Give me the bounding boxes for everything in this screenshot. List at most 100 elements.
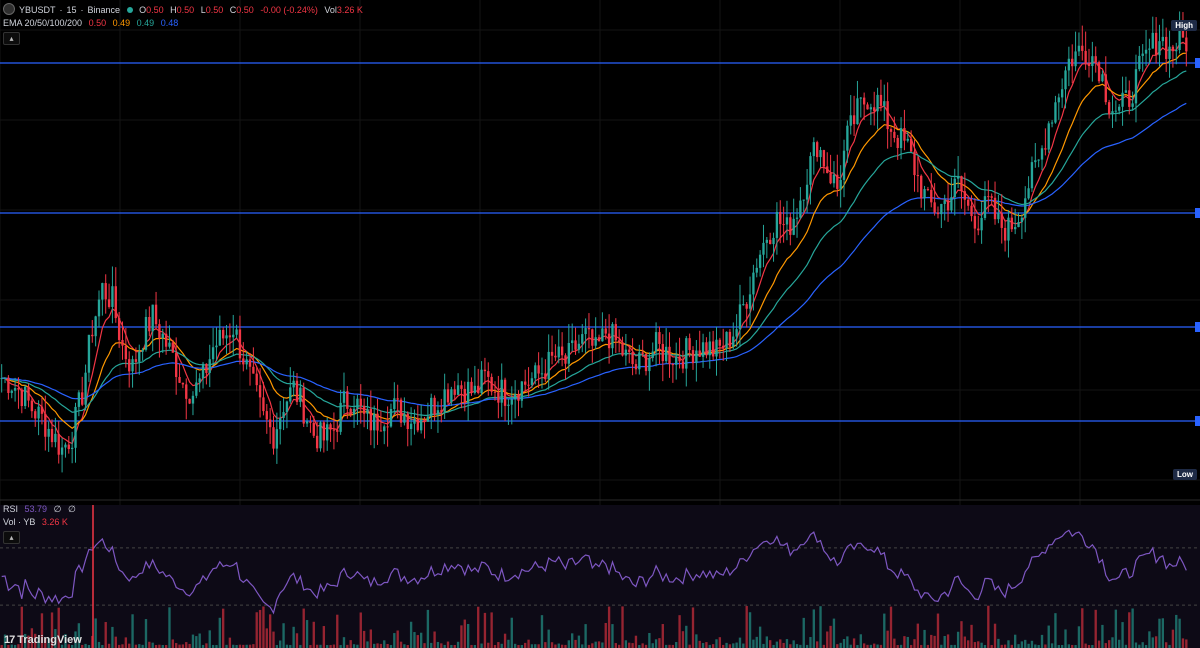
volume-bar <box>889 606 893 648</box>
candle-body <box>698 350 701 357</box>
rsi-background <box>0 505 1200 648</box>
rsi-value: 53.79 <box>24 504 48 514</box>
volume-label[interactable]: Vol · YB <box>3 517 36 527</box>
candle-body <box>289 387 292 402</box>
candle-body <box>691 350 695 364</box>
collapse-indicators-button[interactable]: ▴ <box>3 531 20 544</box>
volume-bar <box>255 612 258 648</box>
ema-label[interactable]: EMA 20/50/100/200 <box>3 18 83 28</box>
candle-body <box>1148 48 1151 50</box>
candle-body <box>970 205 973 217</box>
volume-bar <box>1054 613 1057 648</box>
candle-body <box>567 343 571 364</box>
ema-200-line <box>1 102 1187 407</box>
candle-body <box>262 397 265 412</box>
candle-body <box>641 352 644 354</box>
symbol-legend[interactable]: YBUSDT · 15 · Binance O0.50 H0.50 L0.50 C0.5… <box>3 3 367 16</box>
candle-body <box>1134 69 1138 104</box>
candle-body <box>735 329 738 337</box>
candle-body <box>993 197 997 220</box>
candle-body <box>842 150 846 180</box>
level-handle-1[interactable] <box>1195 58 1200 68</box>
collapse-legend-button[interactable]: ▴ <box>3 32 20 45</box>
level-handle-2[interactable] <box>1195 208 1200 218</box>
candle-body <box>483 369 487 372</box>
rsi-legend[interactable]: RSI 53.79 ∅ ∅ <box>3 503 80 515</box>
candle-body <box>265 411 268 420</box>
candle-body <box>450 389 453 403</box>
volume-bar <box>678 615 681 648</box>
high-label: High <box>1171 20 1197 31</box>
candle-body <box>211 347 215 360</box>
candle-body <box>584 328 587 335</box>
volume-bar <box>1064 629 1067 648</box>
volume-bar <box>104 622 107 648</box>
candle-body <box>560 346 564 356</box>
rsi-label[interactable]: RSI <box>3 504 19 514</box>
candle-body <box>54 433 57 443</box>
candle-body <box>362 405 366 414</box>
candle-body <box>131 359 134 372</box>
volume-bar <box>920 644 923 648</box>
level-handle-4[interactable] <box>1195 416 1200 426</box>
candle-body <box>419 419 423 431</box>
volume-bar <box>866 644 869 648</box>
candle-body <box>470 381 473 393</box>
volume-bar <box>795 644 799 648</box>
volume-bar <box>114 636 117 648</box>
volume-bar <box>40 613 44 648</box>
candle-body <box>648 357 651 372</box>
volume-bar <box>913 639 916 648</box>
tradingview-watermark[interactable]: 17 TradingView <box>4 634 82 646</box>
candle-body <box>433 397 436 415</box>
volume-bar <box>732 643 735 648</box>
volume-bar <box>238 644 242 648</box>
candle-body <box>621 342 624 356</box>
volume-bar <box>977 641 980 648</box>
volume-legend[interactable]: Vol · YB 3.26 K <box>3 516 72 528</box>
volume-bar <box>772 644 775 648</box>
horizontal-levels <box>0 62 1200 422</box>
volume-bar <box>507 639 510 648</box>
candle-body <box>164 333 168 347</box>
volume-bar <box>903 636 906 648</box>
candle-body <box>1185 37 1188 52</box>
volume-bar <box>198 633 201 648</box>
ema-legend[interactable]: EMA 20/50/100/200 0.50 0.49 0.49 0.48 <box>3 17 182 29</box>
candle-body <box>47 428 50 437</box>
volume-bar <box>621 606 624 648</box>
volume-bar <box>550 642 554 648</box>
candle-body <box>1013 227 1017 230</box>
interval[interactable]: 15 <box>66 5 77 15</box>
volume-bar <box>1000 644 1003 648</box>
candle-body <box>490 376 493 392</box>
candle-body <box>772 237 775 245</box>
candle-body <box>1181 26 1185 38</box>
candle-body <box>423 419 426 422</box>
volume-bar <box>567 640 571 648</box>
candle-body <box>409 423 413 429</box>
candle-body <box>121 339 124 346</box>
candle-body <box>225 335 228 339</box>
volume-bar <box>638 644 641 648</box>
candle-body <box>312 422 315 436</box>
volume-bar <box>453 644 456 648</box>
candle-body <box>195 382 198 396</box>
volume-bar <box>497 642 500 648</box>
volume-bar <box>987 605 990 648</box>
volume-bar <box>215 644 218 648</box>
candle-body <box>107 299 111 307</box>
volume-bar <box>695 634 698 648</box>
level-handle-3[interactable] <box>1195 322 1200 332</box>
symbol-name[interactable]: YBUSDT <box>19 5 56 15</box>
volume-bar <box>1044 644 1047 648</box>
volume-bar <box>305 620 309 648</box>
candle-body <box>601 328 604 342</box>
volume-bar <box>886 630 889 648</box>
volume-bar <box>356 644 359 648</box>
candle-body <box>581 334 584 344</box>
candle-body <box>826 166 829 173</box>
candle-body <box>228 335 232 338</box>
